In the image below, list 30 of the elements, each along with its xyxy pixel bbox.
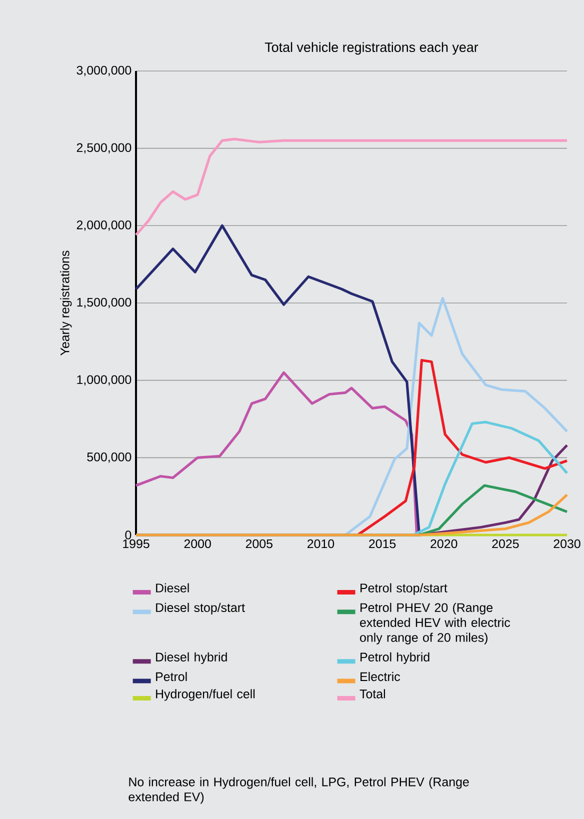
x-tick-label: 1995 bbox=[123, 539, 150, 548]
y-tick-label: 0 bbox=[125, 530, 132, 540]
y-tick-label: 1,500,000 bbox=[77, 298, 132, 308]
line-series bbox=[134, 493, 568, 536]
y-tick-label: 500,000 bbox=[87, 452, 132, 463]
x-tick-label: 2020 bbox=[430, 539, 458, 548]
legend-label: Petrol hybrid bbox=[360, 652, 430, 664]
legend-label: Diesel bbox=[156, 583, 189, 592]
legend-label: Total bbox=[360, 689, 385, 698]
legend-label: Diesel hybrid bbox=[156, 652, 227, 664]
x-tick-label: 2030 bbox=[554, 539, 580, 548]
x-tick-label: 2015 bbox=[369, 539, 396, 548]
y-axis-title: Yearly registrations bbox=[60, 250, 72, 356]
x-tick-label: 2010 bbox=[307, 539, 334, 548]
x-tick-label: 2000 bbox=[184, 539, 211, 548]
x-tick-label: 2005 bbox=[246, 539, 272, 548]
y-tick-label: 1,000,000 bbox=[77, 375, 132, 386]
x-tick-label: 2025 bbox=[492, 539, 519, 548]
legend-label: Petrol bbox=[156, 672, 187, 682]
legend-label: Petrol stop/start bbox=[360, 583, 448, 595]
y-tick-label: 2,500,000 bbox=[76, 143, 132, 154]
line-series bbox=[134, 224, 421, 536]
text: No increase in Hydrogen/fuel cell, LPG, Petrol PHEV (Range extended EV) bbox=[128, 777, 469, 804]
y-tick-label: 2,000,000 bbox=[76, 220, 132, 231]
y-tick-label: 3,000,000 bbox=[76, 66, 132, 76]
chart-title: Total vehicle registrations each year bbox=[264, 42, 478, 55]
legend-label: Electric bbox=[360, 672, 400, 682]
legend-label: Hydrogen/fuel cell bbox=[156, 689, 255, 701]
legend-label: Diesel stop/start bbox=[156, 602, 245, 614]
legend-label: Petrol PHEV 20 (Range extended HEV with electric only range of 20 miles) bbox=[360, 602, 510, 644]
